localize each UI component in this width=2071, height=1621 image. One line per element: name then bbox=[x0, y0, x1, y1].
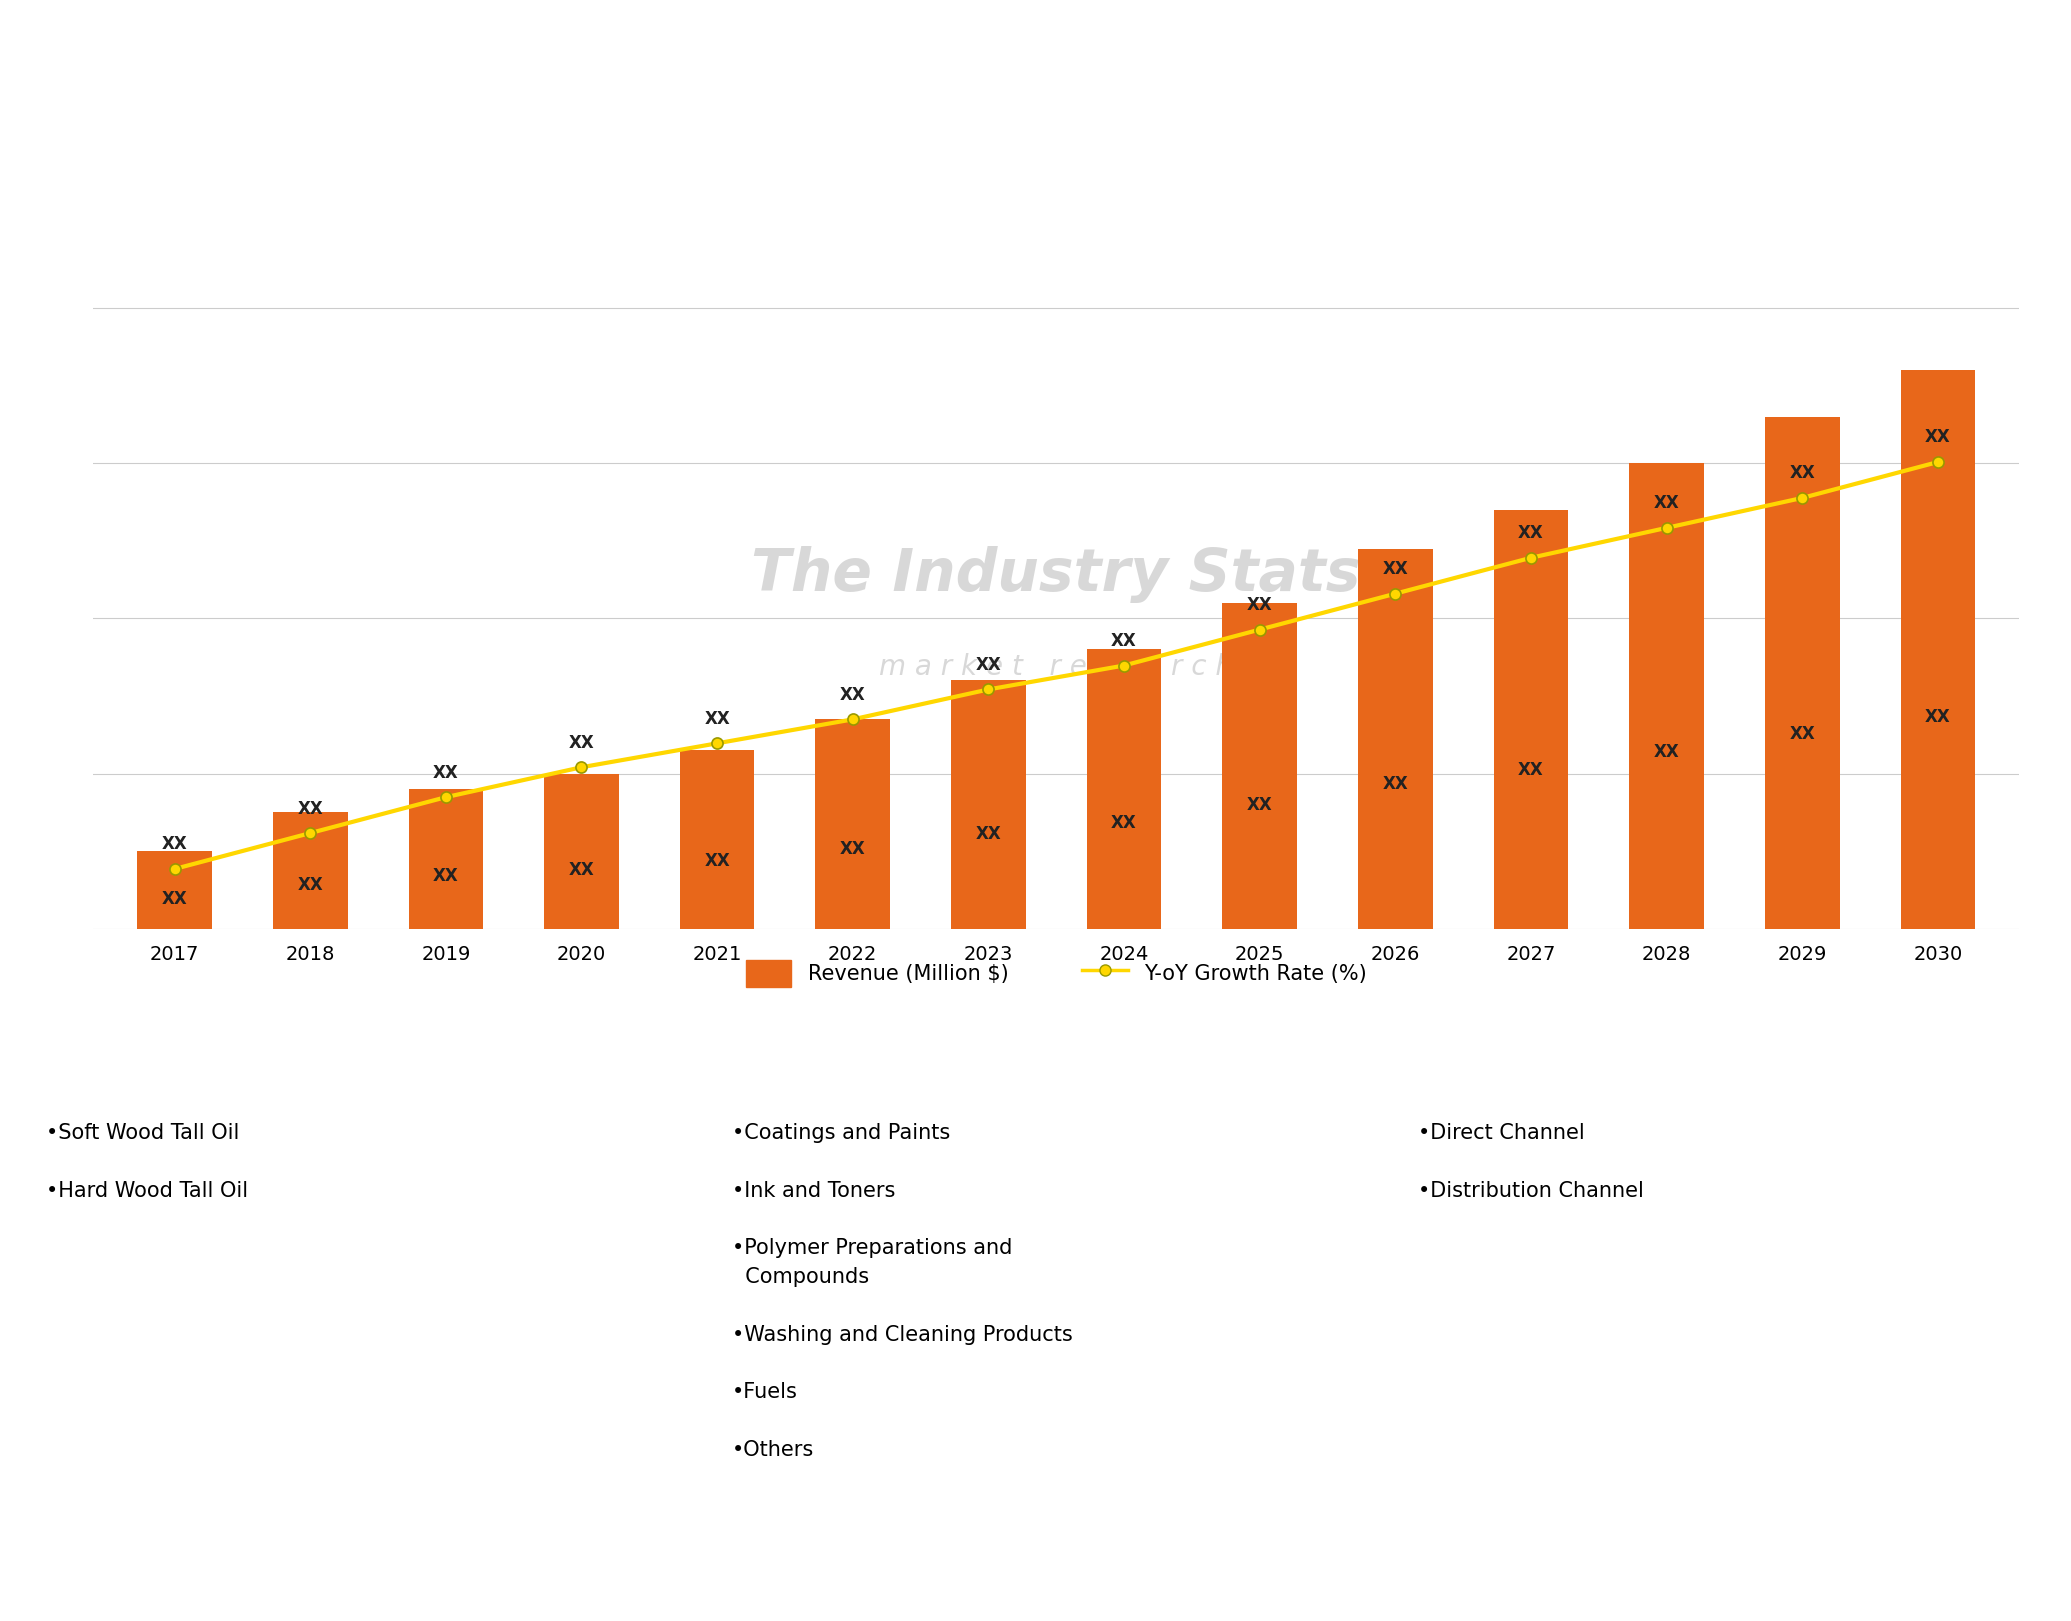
Text: XX: XX bbox=[1383, 561, 1408, 579]
Bar bbox=[679, 751, 754, 929]
Text: XX: XX bbox=[298, 799, 323, 817]
Text: XX: XX bbox=[433, 763, 458, 781]
Text: XX: XX bbox=[433, 867, 458, 885]
Bar bbox=[1359, 548, 1433, 929]
Text: XX: XX bbox=[1518, 760, 1543, 778]
Text: Website: www.theindustrystats.com: Website: www.theindustrystats.com bbox=[1646, 1572, 2046, 1592]
Bar bbox=[408, 789, 483, 929]
Text: Email: sales@theindustrystats.com: Email: sales@theindustrystats.com bbox=[843, 1572, 1228, 1592]
Text: XX: XX bbox=[1789, 464, 1814, 483]
Text: XX: XX bbox=[298, 875, 323, 893]
Text: The Industry Stats: The Industry Stats bbox=[752, 546, 1361, 603]
Text: XX: XX bbox=[1655, 742, 1680, 760]
Text: XX: XX bbox=[1924, 428, 1951, 446]
Bar bbox=[1222, 603, 1296, 929]
Bar bbox=[951, 681, 1025, 929]
Text: XX: XX bbox=[1924, 707, 1951, 726]
Text: XX: XX bbox=[1655, 494, 1680, 512]
Text: •Soft Wood Tall Oil

•Hard Wood Tall Oil: •Soft Wood Tall Oil •Hard Wood Tall Oil bbox=[46, 1123, 249, 1201]
Text: XX: XX bbox=[841, 840, 866, 858]
Bar bbox=[1630, 464, 1704, 929]
Text: XX: XX bbox=[162, 835, 188, 853]
Text: Product Types: Product Types bbox=[255, 1050, 443, 1075]
Bar bbox=[1764, 417, 1839, 929]
Bar bbox=[273, 812, 348, 929]
Legend: Revenue (Million $), Y-oY Growth Rate (%): Revenue (Million $), Y-oY Growth Rate (%… bbox=[737, 952, 1375, 995]
Text: XX: XX bbox=[704, 710, 729, 728]
Bar bbox=[1901, 370, 1976, 929]
Text: Application: Application bbox=[961, 1050, 1110, 1075]
Text: XX: XX bbox=[1112, 814, 1137, 832]
Text: XX: XX bbox=[704, 853, 729, 870]
Text: XX: XX bbox=[1789, 725, 1814, 742]
Text: XX: XX bbox=[1112, 632, 1137, 650]
Bar bbox=[545, 773, 619, 929]
Text: XX: XX bbox=[1518, 524, 1543, 541]
Text: •Direct Channel

•Distribution Channel: •Direct Channel •Distribution Channel bbox=[1419, 1123, 1644, 1201]
Text: XX: XX bbox=[1247, 796, 1272, 814]
Bar bbox=[1087, 650, 1162, 929]
Text: •Coatings and Paints

•Ink and Toners

•Polymer Preparations and
  Compounds

•W: •Coatings and Paints •Ink and Toners •Po… bbox=[733, 1123, 1073, 1461]
Text: Fig. Global Crude Tall Oil (CTO) Market Status and Outlook: Fig. Global Crude Tall Oil (CTO) Market … bbox=[25, 118, 986, 146]
Text: XX: XX bbox=[570, 734, 594, 752]
Text: XX: XX bbox=[162, 890, 188, 908]
Text: XX: XX bbox=[1383, 775, 1408, 793]
Text: Source: Theindustrystats Analysis: Source: Theindustrystats Analysis bbox=[25, 1572, 400, 1592]
Bar bbox=[816, 720, 891, 929]
Text: XX: XX bbox=[975, 825, 1000, 843]
Text: XX: XX bbox=[1247, 597, 1272, 614]
Text: m a r k e t   r e s e a r c h: m a r k e t r e s e a r c h bbox=[880, 653, 1232, 681]
Bar bbox=[137, 851, 211, 929]
Text: XX: XX bbox=[975, 657, 1000, 674]
Text: XX: XX bbox=[841, 686, 866, 704]
Text: Sales Channels: Sales Channels bbox=[1622, 1050, 1822, 1075]
Text: XX: XX bbox=[570, 861, 594, 879]
Bar bbox=[1493, 509, 1568, 929]
